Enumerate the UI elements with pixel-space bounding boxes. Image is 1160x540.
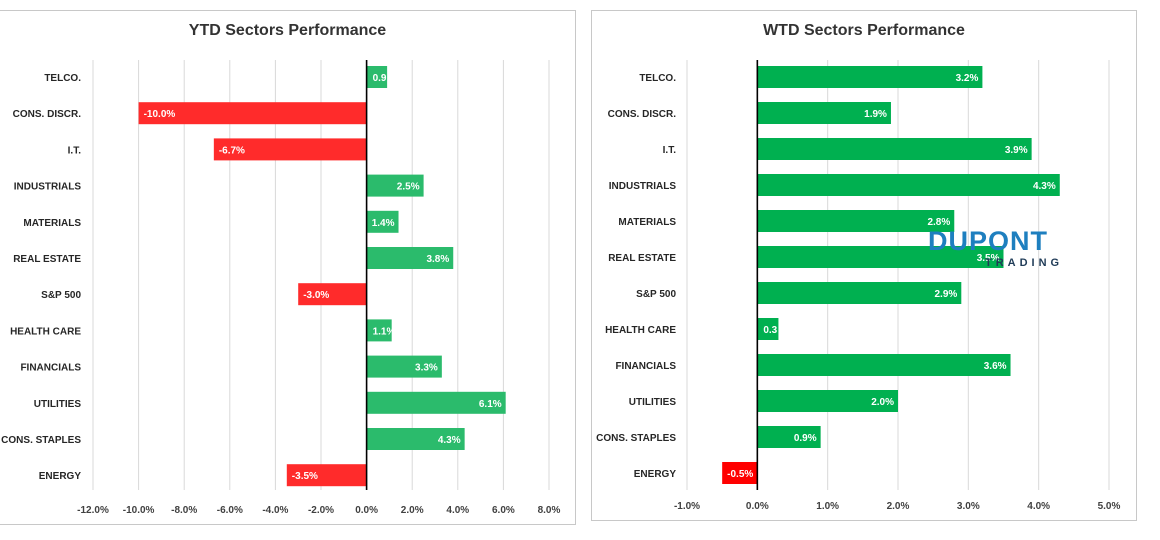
- ytd-bar-utilities: [366, 391, 506, 414]
- wtd-category-label: TELCO.: [639, 73, 676, 84]
- wtd-value-label: 2.0%: [871, 397, 894, 408]
- ytd-x-tick-label: -10.0%: [123, 505, 155, 516]
- wtd-bar-telco: [757, 66, 983, 88]
- ytd-bar-i-t: [213, 138, 367, 161]
- ytd-x-tick-label: -2.0%: [308, 505, 334, 516]
- wtd-bar-materials: [757, 210, 955, 232]
- wtd-bar-health-care: [757, 318, 779, 340]
- wtd-bar-cons-staples: [757, 426, 821, 448]
- ytd-chart: -12.0% -10.0% -8.0% -6.0% -4.0% -2.0% 0.0% 2.0%…: [1, 60, 561, 516]
- wtd-bar-i-t: [757, 138, 1032, 160]
- ytd-category-label: S&P 500: [41, 290, 81, 301]
- ytd-category-label: ENERGY: [39, 471, 82, 482]
- ytd-category-label: MATERIALS: [23, 218, 81, 229]
- ytd-bar-financials: [366, 355, 442, 378]
- ytd-value-label: 3.3%: [415, 363, 438, 374]
- wtd-x-tick-label: 0.0%: [746, 501, 769, 512]
- wtd-x-tick-label: 4.0%: [1027, 501, 1050, 512]
- wtd-x-tick-label: 3.0%: [957, 501, 980, 512]
- wtd-value-label: 4.3%: [1033, 181, 1056, 192]
- ytd-category-label: INDUSTRIALS: [14, 182, 82, 193]
- wtd-category-label: CONS. STAPLES: [596, 433, 676, 444]
- ytd-bar-telco: [366, 66, 388, 88]
- wtd-bar-energy: [722, 462, 758, 484]
- ytd-value-label: 1.1%: [373, 326, 396, 337]
- ytd-value-label: 1.4%: [372, 218, 395, 229]
- ytd-bar-materials: [366, 210, 399, 233]
- wtd-chart: -1.0% 0.0% 1.0% 2.0% 3.0% 4.0% 5.0% TELCO. 3.2% C…: [596, 60, 1121, 512]
- wtd-category-label: S&P 500: [636, 289, 676, 300]
- ytd-x-tick-label: 0.0%: [355, 505, 378, 516]
- ytd-x-tick-label: 8.0%: [538, 505, 561, 516]
- wtd-value-label: 3.2%: [956, 73, 979, 84]
- ytd-x-tick-label: -6.0%: [217, 505, 243, 516]
- wtd-x-tick-label: 2.0%: [887, 501, 910, 512]
- ytd-x-tick-label: -12.0%: [77, 505, 109, 516]
- wtd-value-label: 0.3: [763, 325, 777, 336]
- wtd-x-tick-label: 1.0%: [816, 501, 839, 512]
- wtd-bar-real-estate: [757, 246, 1004, 268]
- wtd-category-label: CONS. DISCR.: [608, 109, 677, 120]
- wtd-x-tick-label: -1.0%: [674, 501, 700, 512]
- ytd-value-label: 3.8%: [426, 254, 449, 265]
- ytd-bar-cons-discr: [138, 102, 367, 125]
- ytd-value-label: -3.5%: [292, 471, 318, 482]
- wtd-category-label: FINANCIALS: [615, 361, 676, 372]
- ytd-value-label: -6.7%: [219, 145, 245, 156]
- wtd-bar-cons-discr: [757, 102, 891, 124]
- ytd-value-label: 4.3%: [438, 435, 461, 446]
- ytd-value-label: 2.5%: [397, 182, 420, 193]
- wtd-value-label: 3.5%: [977, 253, 1000, 264]
- wtd-category-label: INDUSTRIALS: [609, 181, 677, 192]
- ytd-value-label: -10.0%: [144, 109, 176, 120]
- wtd-bar-utilities: [757, 390, 898, 412]
- ytd-value-label: -3.0%: [303, 290, 329, 301]
- ytd-x-tick-label: 4.0%: [446, 505, 469, 516]
- ytd-category-label: FINANCIALS: [20, 363, 81, 374]
- ytd-bar-industrials: [366, 174, 424, 197]
- ytd-value-label: 0.9: [373, 73, 387, 84]
- ytd-x-tick-label: -8.0%: [171, 505, 197, 516]
- ytd-value-label: 6.1%: [479, 399, 502, 410]
- wtd-value-label: 1.9%: [864, 109, 887, 120]
- ytd-chart-panel: YTD Sectors Performance -12.0% -10.0% -8.0…: [0, 10, 576, 525]
- ytd-category-label: HEALTH CARE: [10, 326, 81, 337]
- wtd-chart-panel: WTD Sectors Performance -1.0% 0.0% 1.0% 2.0…: [591, 10, 1137, 521]
- ytd-bar-sandp-500: [298, 283, 367, 306]
- ytd-bar-health-care: [366, 319, 392, 342]
- wtd-category-label: HEALTH CARE: [605, 325, 676, 336]
- wtd-chart-title: WTD Sectors Performance: [763, 22, 965, 39]
- wtd-value-label: -0.5%: [727, 469, 753, 480]
- wtd-bar-sandp-500: [757, 282, 962, 304]
- wtd-bar-financials: [757, 354, 1011, 376]
- wtd-category-label: ENERGY: [634, 469, 677, 480]
- ytd-bar-cons-staples: [366, 428, 465, 450]
- wtd-value-label: 0.9%: [794, 433, 817, 444]
- ytd-bar-real-estate: [366, 247, 454, 269]
- ytd-category-label: CONS. DISCR.: [13, 109, 82, 120]
- wtd-value-label: 2.9%: [935, 289, 958, 300]
- ytd-x-tick-label: 6.0%: [492, 505, 515, 516]
- wtd-x-tick-label: 5.0%: [1098, 501, 1121, 512]
- wtd-category-label: UTILITIES: [629, 397, 677, 408]
- ytd-category-label: UTILITIES: [34, 399, 82, 410]
- wtd-value-label: 2.8%: [927, 217, 950, 228]
- ytd-x-tick-label: 2.0%: [401, 505, 424, 516]
- ytd-category-label: TELCO.: [44, 73, 81, 84]
- ytd-x-tick-label: -4.0%: [262, 505, 288, 516]
- ytd-category-label: REAL ESTATE: [13, 254, 81, 265]
- ytd-bar-energy: [286, 464, 367, 487]
- wtd-category-label: I.T.: [663, 145, 677, 156]
- wtd-category-label: MATERIALS: [618, 217, 676, 228]
- ytd-category-label: CONS. STAPLES: [1, 435, 81, 446]
- ytd-category-label: I.T.: [68, 145, 82, 156]
- wtd-value-label: 3.9%: [1005, 145, 1028, 156]
- wtd-category-label: REAL ESTATE: [608, 253, 676, 264]
- ytd-chart-title: YTD Sectors Performance: [188, 22, 387, 39]
- wtd-value-label: 3.6%: [984, 361, 1007, 372]
- wtd-bar-industrials: [757, 174, 1060, 196]
